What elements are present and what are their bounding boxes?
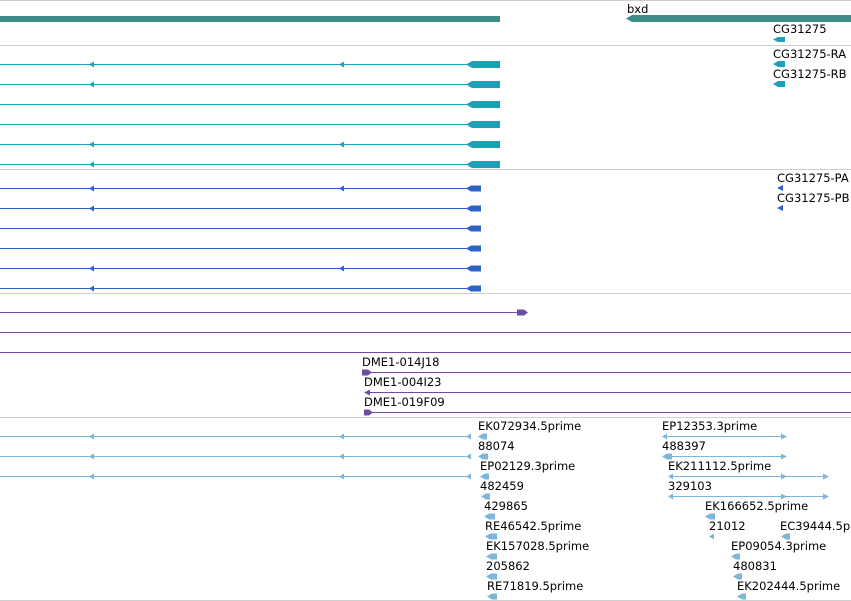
est-label[interactable]: RE71819.5prime	[487, 579, 584, 593]
transcript-row[interactable]	[0, 121, 500, 128]
clone-feature-dme1-004i23[interactable]	[364, 389, 851, 396]
est-label[interactable]: 88074	[478, 439, 515, 453]
est-label[interactable]: RE46542.5prime	[485, 519, 582, 533]
est-row[interactable]	[0, 473, 471, 480]
transcript-track	[0, 61, 785, 168]
est-feature[interactable]	[486, 553, 497, 560]
track-separator-top	[0, 0, 851, 1]
protein-feature-pb[interactable]	[777, 205, 783, 211]
protein-row[interactable]	[0, 185, 481, 192]
est-label[interactable]: EK157028.5prime	[486, 539, 590, 553]
gene-label-cg31275[interactable]: CG31275	[773, 22, 827, 36]
est-feature[interactable]	[478, 433, 487, 440]
clone-row[interactable]	[0, 309, 528, 316]
protein-row[interactable]	[0, 265, 481, 272]
est-feature[interactable]	[668, 473, 829, 480]
transcript-row[interactable]	[0, 101, 500, 108]
est-feature[interactable]	[486, 573, 497, 580]
transcript-row[interactable]	[0, 141, 500, 148]
protein-row[interactable]	[0, 225, 481, 232]
est-label[interactable]: 488397	[662, 439, 706, 453]
transcript-feature-ra[interactable]	[773, 61, 785, 67]
est-feature[interactable]	[733, 573, 742, 580]
est-feature[interactable]	[485, 533, 497, 540]
est-feature[interactable]	[781, 533, 790, 540]
est-label[interactable]: 482459	[480, 479, 524, 493]
est-label[interactable]: EK166652.5prime	[705, 499, 809, 513]
est-label[interactable]: EP12353.3prime	[662, 419, 758, 433]
gene-feature-bxd[interactable]	[626, 15, 851, 22]
est-label[interactable]: 329103	[668, 479, 712, 493]
est-label[interactable]: 480831	[733, 559, 777, 573]
est-label[interactable]: EP02129.3prime	[480, 459, 576, 473]
transcript-label-ra[interactable]: CG31275-RA	[773, 47, 847, 61]
est-feature[interactable]	[662, 453, 787, 460]
est-label[interactable]: EC39444.5prime	[780, 519, 851, 533]
est-label[interactable]: EP09054.3prime	[731, 539, 827, 553]
est-row[interactable]	[0, 453, 471, 460]
protein-label-pb[interactable]: CG31275-PB	[777, 191, 850, 205]
gene-track	[0, 15, 851, 42]
track-separator-proteins	[0, 169, 851, 170]
est-feature[interactable]	[731, 553, 740, 560]
est-label[interactable]: 429865	[484, 499, 528, 513]
est-label[interactable]: 205862	[486, 559, 530, 573]
transcript-row[interactable]	[0, 161, 500, 168]
protein-feature-pa[interactable]	[777, 185, 783, 191]
gene-feature-cg31275[interactable]	[773, 37, 785, 42]
clone-label-dme1-019f09[interactable]: DME1-019F09	[364, 395, 445, 409]
protein-row[interactable]	[0, 245, 481, 252]
protein-track	[0, 185, 783, 292]
est-feature[interactable]	[668, 493, 829, 500]
est-label[interactable]: EK211112.5prime	[668, 459, 772, 473]
clone-feature-dme1-014j18[interactable]	[362, 369, 851, 376]
est-feature[interactable]	[481, 493, 490, 500]
track-separator-transcripts	[0, 45, 851, 46]
clone-label-dme1-014j18[interactable]: DME1-014J18	[362, 355, 440, 369]
est-feature[interactable]	[478, 453, 488, 460]
est-feature[interactable]	[487, 593, 497, 600]
est-label[interactable]: EK072934.5prime	[478, 419, 582, 433]
transcript-row[interactable]	[0, 81, 500, 88]
clone-label-dme1-004i23[interactable]: DME1-004I23	[364, 375, 442, 389]
est-feature[interactable]	[709, 533, 714, 540]
protein-row[interactable]	[0, 205, 481, 212]
clone-feature-dme1-019f09[interactable]	[364, 409, 851, 416]
transcript-row[interactable]	[0, 61, 500, 68]
track-separator-ests	[0, 417, 851, 418]
gene-feature-left[interactable]	[0, 16, 500, 22]
est-label[interactable]: EK202444.5prime	[737, 579, 841, 593]
est-label[interactable]: 21012	[709, 519, 746, 533]
est-feature[interactable]	[662, 433, 787, 440]
transcript-label-rb[interactable]: CG31275-RB	[773, 67, 847, 81]
transcript-feature-rb[interactable]	[773, 81, 785, 87]
clone-track	[0, 309, 851, 416]
est-feature[interactable]	[737, 593, 746, 600]
protein-row[interactable]	[0, 285, 481, 292]
protein-label-pa[interactable]: CG31275-PA	[777, 171, 849, 185]
track-separator-clones	[0, 293, 851, 294]
gene-label-bxd[interactable]: bxd	[627, 2, 649, 16]
est-feature[interactable]	[484, 513, 495, 520]
est-track	[0, 433, 829, 600]
est-feature[interactable]	[705, 513, 715, 520]
est-row[interactable]	[0, 433, 471, 440]
est-feature[interactable]	[480, 473, 489, 480]
